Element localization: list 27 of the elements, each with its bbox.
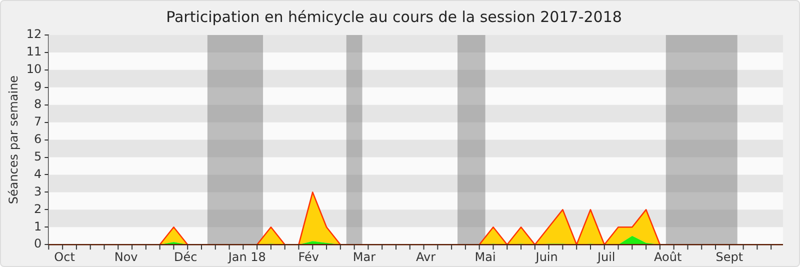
x-tick-label: Juin bbox=[534, 250, 558, 264]
chart-title: Participation en hémicycle au cours de la session 2017-2018 bbox=[166, 8, 622, 26]
y-tick-label: 5 bbox=[34, 149, 42, 164]
y-tick-label: 4 bbox=[34, 166, 42, 181]
y-tick-label: 10 bbox=[26, 62, 42, 76]
y-tick-label: 0 bbox=[34, 236, 42, 251]
x-tick-label: Avr bbox=[416, 250, 436, 264]
y-tick-label: 8 bbox=[34, 96, 42, 111]
y-tick-label: 6 bbox=[34, 132, 42, 146]
x-tick-label: Juil bbox=[596, 250, 616, 264]
x-tick-label: Oct bbox=[54, 250, 76, 264]
x-tick-label: Fév bbox=[298, 250, 320, 264]
y-tick-label: 3 bbox=[34, 184, 42, 198]
y-tick-label: 7 bbox=[34, 114, 42, 128]
x-tick-label: Mar bbox=[352, 250, 376, 264]
y-tick-label: 11 bbox=[26, 44, 42, 59]
x-tick-label: Sept bbox=[716, 250, 744, 264]
x-tick-label: Nov bbox=[114, 250, 138, 264]
y-tick-label: 2 bbox=[34, 202, 42, 216]
y-tick-label: 12 bbox=[26, 27, 42, 42]
y-axis-title: Séances par semaine bbox=[6, 75, 20, 204]
y-tick-label: 9 bbox=[34, 80, 42, 94]
x-tick-label: Août bbox=[654, 250, 682, 264]
x-tick-label: Mai bbox=[474, 250, 496, 264]
y-tick-label: 1 bbox=[34, 219, 42, 234]
x-tick-label: Déc bbox=[174, 250, 198, 264]
x-tick-label: Jan 18 bbox=[227, 250, 266, 264]
